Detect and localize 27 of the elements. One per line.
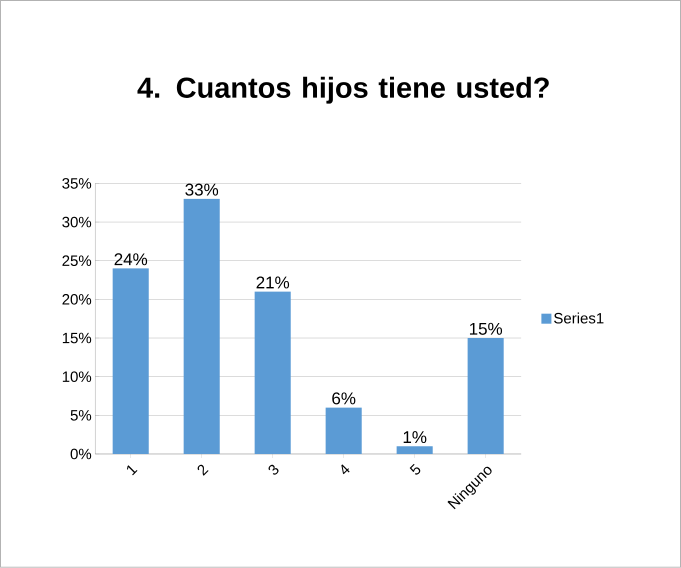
chart-title: 4. Cuantos hijos tiene usted? — [137, 76, 549, 104]
bar — [254, 292, 291, 454]
x-tick-label: 4 — [341, 464, 350, 474]
x-tick-label: 5 — [410, 464, 420, 475]
data-label: 15% — [470, 322, 502, 335]
x-tick-label: 3 — [268, 464, 279, 475]
y-tick-label: 20% — [62, 294, 92, 305]
bar — [396, 446, 433, 454]
data-label: 33% — [185, 184, 218, 196]
y-tick-label: 25% — [62, 256, 92, 266]
data-label: 1% — [404, 431, 426, 444]
bar — [468, 338, 504, 454]
x-tick-label: 2 — [198, 464, 209, 476]
y-tick-label: 5% — [70, 410, 92, 421]
legend-label: Series1 — [554, 312, 604, 324]
bar — [112, 268, 149, 454]
y-tick-label: 0% — [70, 448, 92, 460]
bar — [184, 198, 220, 454]
y-tick-label: 15% — [62, 332, 92, 344]
y-tick-label: 35% — [62, 178, 92, 189]
data-label: 21% — [256, 276, 290, 289]
y-tick-label: 30% — [62, 216, 92, 228]
data-label: 6% — [332, 392, 356, 405]
bar — [326, 408, 362, 454]
x-tick-label: 1 — [127, 465, 138, 476]
y-tick-label: 10% — [62, 371, 92, 382]
data-label: 24% — [114, 253, 148, 266]
